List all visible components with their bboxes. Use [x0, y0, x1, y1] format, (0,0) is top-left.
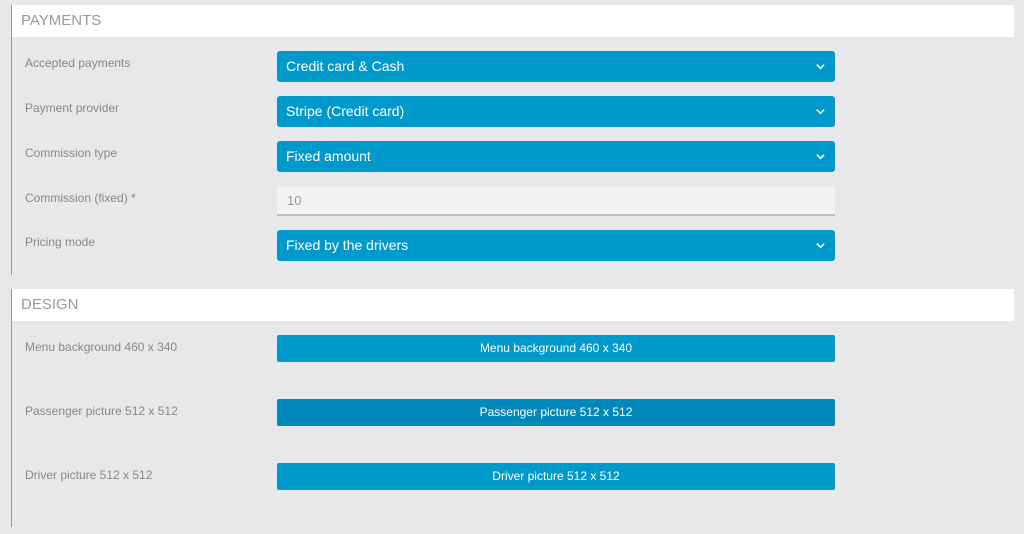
chevron-down-icon: [816, 243, 825, 249]
accepted-payments-select[interactable]: Credit card & Cash: [277, 51, 835, 82]
commission-type-select[interactable]: Fixed amount: [277, 141, 835, 172]
menu-background-upload-button[interactable]: Menu background 460 x 340: [277, 335, 835, 362]
field-label: Commission type: [25, 146, 118, 160]
design-section: DESIGN Menu background 460 x 340 Menu ba…: [11, 289, 1014, 527]
commission-fixed-input[interactable]: [277, 187, 835, 216]
passenger-picture-upload-button[interactable]: Passenger picture 512 x 512: [277, 399, 835, 426]
field-label: Pricing mode: [25, 235, 96, 249]
field-label: Driver picture 512 x 512: [25, 468, 153, 482]
section-title: PAYMENTS: [12, 5, 1014, 37]
chevron-down-icon: [816, 109, 825, 115]
select-value: Credit card & Cash: [286, 58, 405, 74]
driver-picture-upload-button[interactable]: Driver picture 512 x 512: [277, 463, 835, 490]
field-label: Accepted payments: [25, 56, 131, 70]
field-label: Passenger picture 512 x 512: [25, 404, 178, 418]
select-value: Fixed amount: [286, 148, 371, 164]
chevron-down-icon: [816, 64, 825, 70]
pricing-mode-select[interactable]: Fixed by the drivers: [277, 230, 835, 261]
payments-section: PAYMENTS Accepted payments Credit card &…: [11, 5, 1014, 275]
field-label: Commission (fixed) *: [25, 191, 136, 205]
select-value: Fixed by the drivers: [286, 237, 409, 253]
section-title: DESIGN: [12, 289, 1014, 321]
select-value: Stripe (Credit card): [286, 103, 405, 119]
payment-provider-select[interactable]: Stripe (Credit card): [277, 96, 835, 127]
chevron-down-icon: [816, 154, 825, 160]
field-label: Menu background 460 x 340: [25, 340, 178, 354]
field-label: Payment provider: [25, 101, 120, 115]
